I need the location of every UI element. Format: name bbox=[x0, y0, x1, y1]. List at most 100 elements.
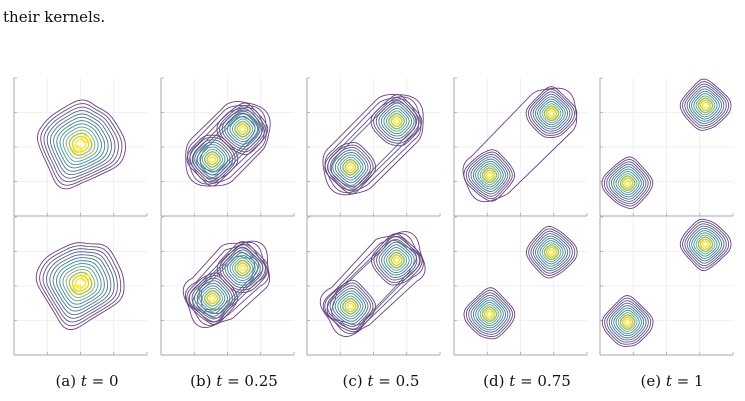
panel-r2-c1-merged-contour-1 bbox=[39, 245, 122, 327]
panel-r1-c4-kernel-b-contour-3 bbox=[532, 93, 571, 132]
panel-r1-c5-kernel-a-contour-1 bbox=[603, 159, 651, 207]
panel-r2-c5-kernel-a-contour-6 bbox=[615, 309, 640, 334]
panel-r1-c4-kernel-b-contour-10 bbox=[547, 109, 556, 117]
caption-b: (b) t = 0.25 bbox=[190, 372, 278, 390]
panel-r2-c5-kernel-a-contour-3 bbox=[608, 302, 647, 341]
panel-r2-c4-kernel-b-contour-8 bbox=[543, 244, 560, 261]
panel-r1-c3-kernel-b-contour-1 bbox=[373, 97, 420, 144]
panel-r2-c3-kernel-a-contour-7 bbox=[342, 297, 359, 315]
panel-r1-c3-kernel-a-contour-7 bbox=[342, 159, 359, 176]
panel-r1-c2-kernel-b-contour-5 bbox=[229, 115, 256, 143]
panel-r2-c5-kernel-a-contour-7 bbox=[617, 312, 638, 332]
panel-r1-c2-kernel-b-contour-6 bbox=[232, 118, 254, 140]
panel-r1-c5-kernel-a-contour-10 bbox=[624, 179, 632, 187]
panel-r2-c4-kernel-a-contour-1 bbox=[465, 289, 513, 338]
caption-d: (d) t = 0.75 bbox=[483, 372, 571, 390]
panel-r1-c2-envelope-0 bbox=[185, 101, 271, 187]
panel-r2-c4-kernel-a-contour-10 bbox=[485, 310, 494, 318]
panel-r2-c4-kernel-a-contour-5 bbox=[475, 299, 504, 329]
panel-r2-c5-kernel-b-contour-4 bbox=[688, 227, 723, 262]
panel-r2-c4 bbox=[453, 216, 588, 356]
panel-r1-c1-merged-contour-8 bbox=[62, 126, 99, 162]
panel-r2-c3-kernel-a-contour-6 bbox=[339, 295, 361, 317]
panel-r2-c5 bbox=[599, 216, 734, 356]
panel-r2-c1-merged-contour-9 bbox=[65, 269, 96, 298]
panel-r1-c4-kernel-a-contour-10 bbox=[485, 171, 494, 179]
panel-r1-c1-merged-contour-5 bbox=[53, 116, 109, 172]
panel-r1-c3-kernel-b-contour-7 bbox=[388, 112, 405, 130]
panel-r2-c4-kernel-b-contour-5 bbox=[537, 237, 566, 267]
panel-r1-c5-kernel-a-contour-9 bbox=[621, 177, 634, 189]
panel-r2-c2-kernel-b-contour-0 bbox=[216, 241, 269, 293]
panel-r2-c2-kernel-a-contour-0 bbox=[186, 272, 238, 325]
panel-r2-c4-kernel-b-contour-4 bbox=[535, 235, 569, 269]
caption-a: (a) t = 0 bbox=[55, 372, 119, 390]
panel-r1-c5-kernel-a-contour-2 bbox=[606, 161, 649, 205]
panel-r1-c1-peak-b bbox=[80, 135, 91, 143]
panel-r2-c2-kernel-a-contour-6 bbox=[201, 287, 223, 309]
panel-r1-c5-kernel-b-contour-6 bbox=[693, 93, 718, 118]
panel-r1-c2-kernel-a-contour-7 bbox=[204, 151, 221, 168]
panel-r2-c1-peak-b bbox=[80, 274, 91, 282]
panel-r1-c2-kernel-a-contour-3 bbox=[194, 141, 231, 178]
panel-r1-c1-merged-contour-1 bbox=[40, 103, 123, 186]
panel-r2-c5-kernel-b-contour-7 bbox=[695, 234, 716, 255]
panel-r1-c1-merged-contour-9 bbox=[65, 129, 96, 159]
panel-r1-c3-kernel-a-contour-9 bbox=[346, 163, 355, 171]
panel-r1-c5-kernel-b-contour-8 bbox=[697, 97, 714, 114]
panel-r2-c2-kernel-a-contour-5 bbox=[199, 285, 226, 312]
panel-r1-c4-kernel-a-contour-4 bbox=[472, 158, 506, 192]
caption-a-tag: (a) bbox=[55, 372, 77, 390]
panel-r2-c2-kernel-b-contour-8 bbox=[236, 262, 249, 275]
panel-r2-c3-kernel-b-contour-9 bbox=[392, 256, 401, 264]
panel-r2-c5-kernel-b-contour-0 bbox=[679, 218, 732, 272]
panel-r2-c4-kernel-b-contour-3 bbox=[532, 233, 571, 272]
panel-r1-c4-kernel-b-contour-7 bbox=[541, 103, 562, 123]
panel-r1-c4-kernel-b-contour-6 bbox=[539, 101, 564, 126]
panel-r2-c1-merged-contour-5 bbox=[52, 257, 109, 312]
panel-r1-c3-kernel-b-contour-3 bbox=[378, 102, 415, 139]
panel-r2-c4-kernel-a-contour-8 bbox=[481, 306, 498, 323]
panel-r1-c5-kernel-b-contour-2 bbox=[684, 83, 727, 127]
panel-r2-c4-kernel-a-contour-7 bbox=[479, 304, 500, 324]
panel-r1-c2-kernel-b-contour-2 bbox=[221, 108, 264, 150]
panel-r2-c3-kernel-a-contour-0 bbox=[324, 279, 377, 333]
caption-e-tag: (e) bbox=[640, 372, 662, 390]
panel-r1-c2-kernel-b-contour-9 bbox=[239, 125, 247, 133]
panel-r1-c4-kernel-a-contour-6 bbox=[477, 163, 502, 188]
panel-r1-c2-kernel-b-contour-7 bbox=[234, 120, 251, 138]
panel-r2-c2-kernel-b-contour-5 bbox=[229, 254, 256, 281]
panel-r1-c4-kernel-a-contour-1 bbox=[465, 151, 513, 200]
panel-r1-c2-kernel-b-contour-4 bbox=[226, 113, 259, 145]
panel-r2-c5-kernel-b-contour-2 bbox=[684, 223, 727, 267]
caption-b-tag: (b) bbox=[190, 372, 212, 390]
panel-r1-c5-kernel-a-contour-6 bbox=[615, 170, 640, 196]
panel-r1-c2 bbox=[160, 77, 295, 217]
caption-d-value: 0.75 bbox=[537, 372, 571, 390]
panel-r2-c1-merged-contour-7 bbox=[59, 263, 102, 305]
panel-r1-c4-kernel-b-contour-9 bbox=[545, 107, 558, 119]
panel-r1-c5-kernel-b-contour-4 bbox=[688, 88, 723, 122]
panel-r1-c2-kernel-b-contour-0 bbox=[216, 102, 269, 155]
caption-c: (c) t = 0.5 bbox=[342, 372, 420, 390]
panel-r2-c1-merged-contour-10 bbox=[68, 271, 93, 295]
panel-r2-c1-merged-contour-6 bbox=[55, 260, 105, 309]
panel-r2-c2-kernel-b-contour-7 bbox=[234, 259, 251, 277]
panel-r1-c4-kernel-b-contour-8 bbox=[543, 105, 560, 122]
panel-r1-c4-kernel-a-contour-3 bbox=[470, 156, 509, 195]
panel-r2-c2-kernel-a-contour-7 bbox=[204, 290, 221, 307]
panel-r1-c4-kernel-b-contour-5 bbox=[537, 98, 566, 128]
panel-r2-c2-kernel-a-contour-8 bbox=[206, 292, 219, 305]
panel-r1-c4-kernel-a-contour-8 bbox=[481, 167, 498, 184]
panel-r2-c4-kernel-a-contour-4 bbox=[472, 297, 507, 331]
panel-r2-c2-kernel-b-contour-4 bbox=[227, 252, 259, 284]
panel-r2-c3-kernel-b-contour-3 bbox=[378, 241, 415, 278]
panel-r1-c5-kernel-a-contour-4 bbox=[610, 166, 645, 200]
panel-r2-c5-kernel-b-contour-1 bbox=[682, 221, 730, 269]
caption-c-tag: (c) bbox=[342, 372, 363, 390]
panel-r1-c1-peak-a bbox=[72, 145, 83, 154]
panel-r1-c3-envelope-1 bbox=[324, 96, 422, 194]
panel-r1-c2-kernel-a-contour-4 bbox=[196, 144, 228, 176]
panel-r2-c2-kernel-a-contour-2 bbox=[191, 277, 233, 320]
